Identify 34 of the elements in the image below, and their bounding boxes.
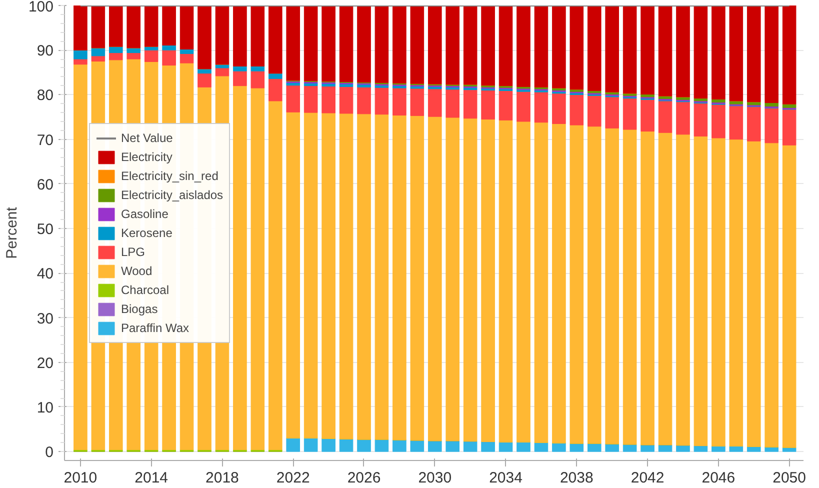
y-tick-label: 100: [28, 0, 54, 16]
x-tick-label: 2050: [772, 470, 806, 486]
y-tick-label: 60: [36, 176, 54, 194]
legend-label: Wood: [121, 264, 152, 278]
x-tick-label: 2018: [206, 470, 239, 486]
legend-label: LPG: [121, 244, 146, 258]
y-tick-label: 0: [45, 444, 54, 462]
legend-label: Electricity_aislados: [121, 188, 224, 202]
y-tick-label: 50: [36, 221, 54, 238]
x-tick-label: 2030: [418, 470, 452, 486]
legend-label: Net Value: [121, 130, 173, 144]
y-tick-label: 20: [36, 354, 54, 372]
x-tick-label: 2014: [134, 470, 168, 486]
x-tick-label: 2034: [489, 470, 522, 486]
x-tick-label: 2010: [64, 470, 98, 486]
legend-label: Charcoal: [121, 282, 170, 296]
x-tick-label: 2038: [560, 470, 594, 486]
legend-label: Gasoline: [121, 206, 168, 220]
legend-label: Paraffin Wax: [121, 320, 190, 334]
legend-label: Biogas: [121, 302, 158, 316]
y-tick-label: 90: [36, 42, 54, 60]
x-tick-label: 2022: [276, 470, 310, 486]
legend-label: Kerosene: [121, 226, 172, 240]
legend-label: Electricity: [121, 150, 172, 164]
legend-label: Electricity_sin_red: [121, 168, 218, 182]
y-tick-label: 70: [36, 132, 54, 149]
y-tick-label: 10: [36, 399, 54, 416]
x-tick-label: 2046: [702, 470, 736, 486]
y-tick-label: 30: [36, 310, 54, 328]
y-tick-label: 80: [36, 87, 54, 104]
y-axis-title: Percent: [3, 206, 20, 259]
x-tick-label: 2026: [347, 470, 381, 486]
y-tick-label: 40: [36, 266, 54, 283]
x-tick-label: 2042: [630, 470, 664, 486]
